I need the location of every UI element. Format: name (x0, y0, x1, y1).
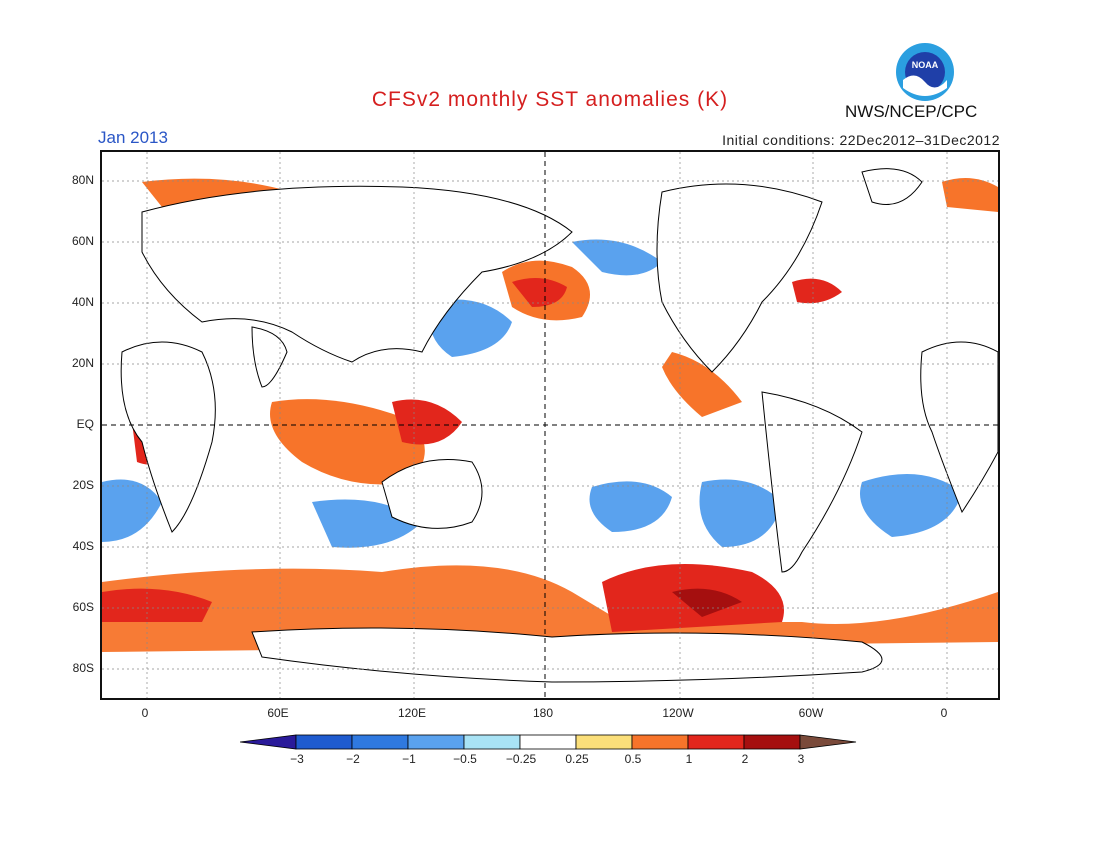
colorbar-segment (463, 734, 521, 750)
colorbar-label: 0.5 (624, 752, 642, 766)
colorbar (240, 734, 857, 750)
colorbar-label: −0.5 (453, 752, 477, 766)
colorbar-label: −0.25 (505, 752, 537, 766)
graticule (102, 152, 998, 698)
colorbar-label: 1 (685, 752, 693, 766)
x-tick: 120E (397, 706, 427, 720)
x-tick: 0 (940, 706, 948, 720)
colorbar-segment (295, 734, 353, 750)
colorbar-segment (240, 734, 297, 750)
y-tick: EQ (76, 417, 94, 431)
y-tick: 40N (71, 295, 94, 309)
svg-text:NOAA: NOAA (912, 60, 939, 70)
y-tick: 20S (72, 478, 94, 492)
colorbar-segment (799, 734, 857, 750)
colorbar-label: −3 (290, 752, 304, 766)
noaa-logo-icon: NOAA (896, 43, 954, 101)
sst-anomaly-map (100, 150, 1000, 700)
colorbar-label: 2 (741, 752, 749, 766)
y-tick: 60N (71, 234, 94, 248)
initial-conditions-label: Initial conditions: 22Dec2012–31Dec2012 (722, 132, 1000, 148)
x-tick: 180 (532, 706, 554, 720)
x-tick: 0 (141, 706, 149, 720)
colorbar-label: 0.25 (565, 752, 589, 766)
y-tick: 20N (71, 356, 94, 370)
y-tick: 40S (72, 539, 94, 553)
colorbar-segment (407, 734, 465, 750)
colorbar-segment (743, 734, 801, 750)
colorbar-label: −2 (346, 752, 360, 766)
x-tick: 60W (798, 706, 824, 720)
y-tick: 80S (72, 661, 94, 675)
colorbar-segment (687, 734, 745, 750)
colorbar-segment (575, 734, 633, 750)
colorbar-segment (631, 734, 689, 750)
continents (120, 168, 998, 683)
agency-label: NWS/NCEP/CPC (845, 102, 978, 121)
x-tick: 120W (662, 706, 694, 720)
colorbar-label: −1 (402, 752, 416, 766)
chart-title: CFSv2 monthly SST anomalies (K) (371, 88, 729, 111)
colorbar-label: 3 (797, 752, 805, 766)
y-tick: 80N (71, 173, 94, 187)
equator-dateline (102, 152, 998, 698)
y-tick: 60S (72, 600, 94, 614)
colorbar-segment (519, 734, 577, 750)
colorbar-segment (351, 734, 409, 750)
month-label: Jan 2013 (98, 128, 168, 147)
x-tick: 60E (267, 706, 289, 720)
